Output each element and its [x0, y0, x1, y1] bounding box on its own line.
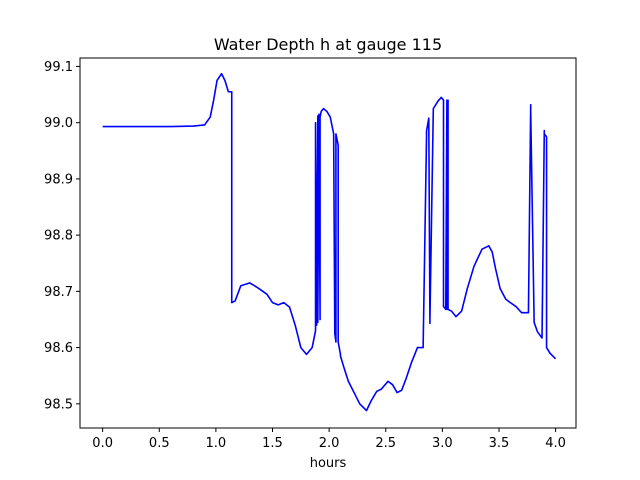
x-tick-label: 1.0 — [206, 436, 227, 451]
y-axis: 98.5 98.6 98.7 98.8 98.9 99.0 99.1 — [44, 60, 80, 412]
y-tick-label: 98.7 — [44, 285, 73, 300]
y-tick-label: 98.8 — [44, 229, 73, 244]
x-tick-label: 0.5 — [149, 436, 170, 451]
x-axis-label: hours — [310, 456, 347, 471]
plot-area — [102, 72, 557, 412]
x-tick-label: 3.5 — [489, 436, 510, 451]
series-line-0 — [102, 72, 557, 412]
x-tick-label: 1.5 — [262, 436, 283, 451]
chart-title: Water Depth h at gauge 115 — [214, 35, 442, 54]
y-tick-label: 98.6 — [44, 341, 73, 356]
x-axis: 0.0 0.5 1.0 1.5 2.0 2.5 3.0 3.5 4.0 — [92, 428, 566, 451]
x-tick-label: 0.0 — [92, 436, 113, 451]
x-tick-label: 2.0 — [319, 436, 340, 451]
x-tick-label: 4.0 — [545, 436, 566, 451]
y-tick-label: 98.5 — [44, 397, 73, 412]
x-tick-label: 3.0 — [432, 436, 453, 451]
axes-frame — [79, 57, 577, 429]
x-tick-label: 2.5 — [375, 436, 396, 451]
y-tick-label: 98.9 — [44, 172, 73, 187]
y-tick-label: 99.0 — [44, 116, 73, 131]
y-tick-label: 99.1 — [44, 60, 73, 75]
